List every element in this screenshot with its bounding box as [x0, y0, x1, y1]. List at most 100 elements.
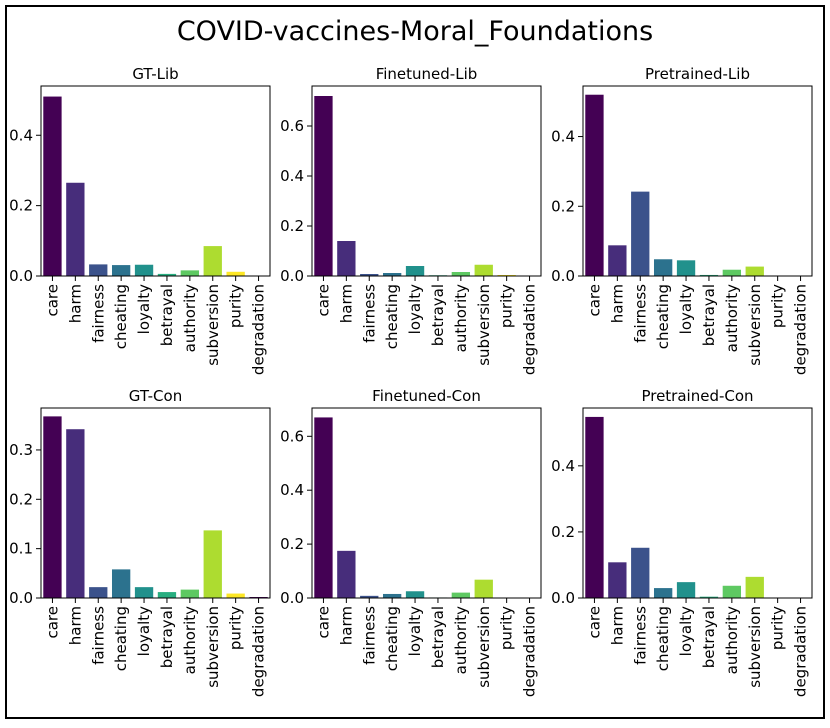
y-tick-label: 0.0	[280, 267, 304, 285]
bar-authority	[723, 586, 741, 598]
x-tick-label: subversion	[746, 606, 764, 688]
x-tick-label: degradation	[521, 284, 539, 375]
bar-cheating	[654, 588, 672, 598]
bar-cheating	[654, 259, 672, 276]
bar-care	[314, 417, 332, 598]
x-tick-label: cheating	[383, 606, 401, 671]
y-tick-label: 0.4	[551, 457, 575, 475]
bar-care	[43, 97, 61, 276]
x-tick-label: authority	[181, 284, 199, 352]
y-tick-label: 0.2	[551, 523, 575, 541]
x-tick-label: purity	[769, 284, 787, 328]
x-tick-label: cheating	[654, 284, 672, 349]
y-tick-label: 0.4	[9, 126, 33, 144]
bar-harm	[608, 562, 626, 598]
x-tick-label: fairness	[360, 284, 378, 343]
x-tick-label: loyalty	[135, 606, 153, 656]
x-tick-label: purity	[498, 606, 516, 650]
x-tick-label: care	[43, 606, 61, 639]
bar-fairness	[631, 192, 649, 276]
x-tick-label: loyalty	[406, 606, 424, 656]
bar-authority	[723, 270, 741, 276]
x-tick-label: cheating	[112, 606, 130, 671]
bar-authority	[452, 593, 470, 598]
x-tick-label: degradation	[250, 284, 268, 375]
x-tick-label: harm	[608, 606, 626, 645]
y-tick-label: 0.2	[551, 197, 575, 215]
y-tick-label: 0.0	[9, 267, 33, 285]
bar-care	[314, 96, 332, 276]
x-tick-label: care	[43, 284, 61, 317]
bar-fairness	[631, 548, 649, 598]
y-tick-label: 0.0	[9, 589, 33, 607]
x-tick-label: care	[585, 284, 603, 317]
x-tick-label: subversion	[475, 284, 493, 366]
x-tick-label: loyalty	[677, 606, 695, 656]
x-tick-label: betrayal	[700, 284, 718, 346]
bar-subversion	[204, 530, 222, 598]
panel-title: Finetuned-Lib	[376, 65, 478, 83]
y-tick-label: 0.0	[551, 267, 575, 285]
x-tick-label: harm	[337, 284, 355, 323]
x-tick-label: betrayal	[429, 284, 447, 346]
bar-loyalty	[135, 587, 153, 598]
bar-harm	[66, 429, 84, 598]
x-tick-label: subversion	[746, 284, 764, 366]
bar-cheating	[383, 594, 401, 598]
y-tick-label: 0.0	[551, 589, 575, 607]
x-tick-label: care	[585, 606, 603, 639]
x-tick-label: authority	[452, 284, 470, 352]
x-tick-label: authority	[181, 606, 199, 674]
panel-title: Finetuned-Con	[372, 387, 481, 405]
y-tick-label: 0.2	[280, 217, 304, 235]
y-tick-label: 0.6	[280, 117, 304, 135]
x-tick-label: betrayal	[429, 606, 447, 668]
x-tick-label: purity	[498, 284, 516, 328]
x-tick-label: subversion	[475, 606, 493, 688]
bar-subversion	[746, 267, 764, 276]
y-tick-label: 0.4	[280, 167, 304, 185]
bar-purity	[226, 272, 244, 276]
x-tick-label: cheating	[383, 284, 401, 349]
x-tick-label: degradation	[521, 606, 539, 697]
x-tick-label: cheating	[654, 606, 672, 671]
bar-care	[43, 416, 61, 598]
x-tick-label: degradation	[792, 284, 810, 375]
bar-harm	[66, 183, 84, 276]
x-tick-label: cheating	[112, 284, 130, 349]
y-tick-label: 0.4	[551, 128, 575, 146]
y-tick-label: 0.6	[280, 427, 304, 445]
y-tick-label: 0.1	[9, 540, 33, 558]
bar-subversion	[475, 265, 493, 276]
bar-subversion	[204, 246, 222, 276]
bar-fairness	[89, 587, 107, 598]
x-tick-label: loyalty	[406, 284, 424, 334]
x-tick-label: fairness	[631, 284, 649, 343]
x-tick-label: care	[314, 606, 332, 639]
figure-title: COVID-vaccines-Moral_Foundations	[177, 16, 653, 47]
x-tick-label: purity	[227, 606, 245, 650]
x-tick-label: fairness	[631, 606, 649, 665]
x-tick-label: authority	[723, 284, 741, 352]
x-tick-label: fairness	[89, 606, 107, 665]
bar-fairness	[89, 264, 107, 276]
bar-authority	[181, 590, 199, 598]
bar-cheating	[112, 569, 130, 598]
x-tick-label: subversion	[204, 284, 222, 366]
bar-purity	[226, 594, 244, 598]
panel-title: GT-Con	[129, 387, 182, 405]
x-tick-label: authority	[723, 606, 741, 674]
panel-title: Pretrained-Lib	[645, 65, 750, 83]
bar-care	[585, 417, 603, 598]
x-tick-label: loyalty	[677, 284, 695, 334]
y-tick-label: 0.0	[280, 589, 304, 607]
x-tick-label: harm	[608, 284, 626, 323]
x-tick-label: degradation	[792, 606, 810, 697]
bar-loyalty	[406, 266, 424, 276]
x-tick-label: degradation	[250, 606, 268, 697]
x-tick-label: harm	[66, 284, 84, 323]
bar-cheating	[112, 265, 130, 276]
x-tick-label: fairness	[360, 606, 378, 665]
bar-subversion	[746, 577, 764, 598]
